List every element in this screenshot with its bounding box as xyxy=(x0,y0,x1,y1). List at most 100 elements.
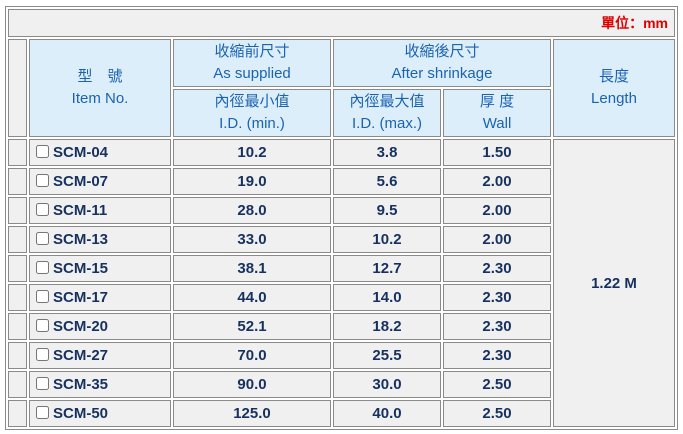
checkbox[interactable] xyxy=(36,203,49,216)
blank-cell xyxy=(8,284,27,311)
blank-cell xyxy=(8,168,27,195)
item-cell: SCM-50 xyxy=(29,400,171,427)
wall-cell: 2.00 xyxy=(443,197,551,224)
item-cell: SCM-35 xyxy=(29,371,171,398)
blank-cell xyxy=(8,371,27,398)
item-no: SCM-17 xyxy=(53,289,109,306)
item-cell: SCM-15 xyxy=(29,255,171,282)
item-no: SCM-27 xyxy=(53,347,109,364)
id-max-cell: 30.0 xyxy=(333,371,441,398)
item-no: SCM-35 xyxy=(53,376,109,393)
blank-cell xyxy=(8,313,27,340)
blank-cell xyxy=(8,197,27,224)
header-en: After shrinkage xyxy=(391,65,493,82)
id-min-cell: 52.1 xyxy=(173,313,331,340)
wall-cell: 2.50 xyxy=(443,371,551,398)
id-max-cell: 18.2 xyxy=(333,313,441,340)
item-header: 型 號 Item No. xyxy=(29,39,171,137)
wall-cell: 2.30 xyxy=(443,342,551,369)
supplied-header: 收縮前尺寸 As supplied xyxy=(173,39,331,87)
unit: 單位：mm xyxy=(8,9,675,37)
id-max-cell: 12.7 xyxy=(333,255,441,282)
id-min-cell: 125.0 xyxy=(173,400,331,427)
wall-cell: 2.00 xyxy=(443,168,551,195)
id-min-cell: 38.1 xyxy=(173,255,331,282)
data-row: SCM-50 125.0 40.0 2.50 xyxy=(8,400,675,427)
item-no: SCM-07 xyxy=(53,173,109,190)
header-en: As supplied xyxy=(213,65,291,82)
id-min-cell: 19.0 xyxy=(173,168,331,195)
id-max-cell: 25.5 xyxy=(333,342,441,369)
data-row: SCM-13 33.0 10.2 2.00 xyxy=(8,226,675,253)
data-row: SCM-35 90.0 30.0 2.50 xyxy=(8,371,675,398)
blank-cell xyxy=(8,139,27,166)
item-no: SCM-50 xyxy=(53,405,109,422)
header-zh: 厚 度 xyxy=(479,93,515,110)
data-row: SCM-15 38.1 12.7 2.30 xyxy=(8,255,675,282)
id-min-header: 內徑最小值 I.D. (min.) xyxy=(173,89,331,137)
blank-cell xyxy=(8,400,27,427)
item-no: SCM-04 xyxy=(53,144,109,161)
spec-table: 單位：mm 型 號 Item No. 收縮前尺寸 As supplied 收縮後尺寸… xyxy=(5,6,678,430)
data-row: SCM-17 44.0 14.0 2.30 xyxy=(8,284,675,311)
id-min-cell: 28.0 xyxy=(173,197,331,224)
data-row: SCM-20 52.1 18.2 2.30 xyxy=(8,313,675,340)
header-zh: 型 號 xyxy=(77,68,123,85)
item-cell: SCM-20 xyxy=(29,313,171,340)
id-max-cell: 9.5 xyxy=(333,197,441,224)
header-zh: 內徑最大值 xyxy=(349,93,425,110)
checkbox[interactable] xyxy=(36,406,49,419)
item-no: SCM-13 xyxy=(53,231,109,248)
length-header: 長度 Length xyxy=(553,39,675,137)
header-en: I.D. (min.) xyxy=(219,115,285,132)
checkbox[interactable] xyxy=(36,232,49,245)
wall-cell: 2.30 xyxy=(443,313,551,340)
id-min-cell: 70.0 xyxy=(173,342,331,369)
checkbox[interactable] xyxy=(36,290,49,303)
item-cell: SCM-27 xyxy=(29,342,171,369)
item-no: SCM-20 xyxy=(53,318,109,335)
table-body: 單位：mm 型 號 Item No. 收縮前尺寸 As supplied 收縮後尺寸… xyxy=(8,9,675,427)
wall-cell: 2.30 xyxy=(443,284,551,311)
header-zh: 內徑最小值 xyxy=(214,93,290,110)
id-min-cell: 33.0 xyxy=(173,226,331,253)
data-row: SCM-07 19.0 5.6 2.00 xyxy=(8,168,675,195)
header-en: I.D. (max.) xyxy=(352,115,422,132)
id-max-cell: 14.0 xyxy=(333,284,441,311)
item-no: SCM-15 xyxy=(53,260,109,277)
header-row: 型 號 Item No. 收縮前尺寸 As supplied 收縮後尺寸 After … xyxy=(8,39,675,137)
item-no: SCM-11 xyxy=(53,202,108,219)
blank-cell xyxy=(8,39,27,137)
header-zh: 收縮前尺寸 xyxy=(214,43,290,60)
shrinkage-header: 收縮後尺寸 After shrinkage xyxy=(333,39,551,87)
item-cell: SCM-17 xyxy=(29,284,171,311)
header-en: Length xyxy=(591,90,637,107)
id-max-cell: 40.0 xyxy=(333,400,441,427)
checkbox[interactable] xyxy=(36,348,49,361)
item-cell: SCM-07 xyxy=(29,168,171,195)
data-row: SCM-11 28.0 9.5 2.00 xyxy=(8,197,675,224)
item-cell: SCM-13 xyxy=(29,226,171,253)
id-min-cell: 44.0 xyxy=(173,284,331,311)
checkbox[interactable] xyxy=(36,174,49,187)
id-max-cell: 5.6 xyxy=(333,168,441,195)
header-en: Wall xyxy=(482,115,512,132)
wall-cell: 2.30 xyxy=(443,255,551,282)
subheader-row: 內徑最小值 I.D. (min.) 內徑最大值 I.D. (max.) 厚 度 Wal… xyxy=(8,89,675,137)
wall-cell: 2.00 xyxy=(443,226,551,253)
header-zh: 收縮後尺寸 xyxy=(404,43,480,60)
checkbox[interactable] xyxy=(36,377,49,390)
id-min-cell: 90.0 xyxy=(173,371,331,398)
wall-header: 厚 度 Wall xyxy=(443,89,551,137)
checkbox[interactable] xyxy=(36,261,49,274)
item-cell: SCM-04 xyxy=(29,139,171,166)
blank-cell xyxy=(8,226,27,253)
header-en: Item No. xyxy=(71,90,129,107)
checkbox[interactable] xyxy=(36,319,49,332)
item-cell: SCM-11 xyxy=(29,197,171,224)
data-row: SCM-27 70.0 25.5 2.30 xyxy=(8,342,675,369)
header-zh: 長度 xyxy=(598,68,629,85)
id-max-header: 內徑最大值 I.D. (max.) xyxy=(333,89,441,137)
checkbox[interactable] xyxy=(36,145,49,158)
